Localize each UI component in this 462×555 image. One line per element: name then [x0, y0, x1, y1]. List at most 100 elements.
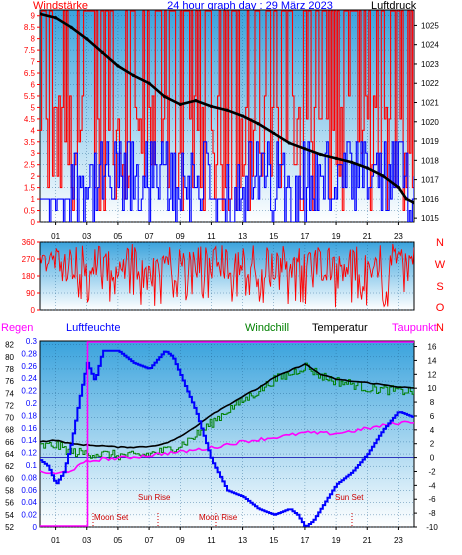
- x-tick-label: 05: [113, 232, 122, 241]
- pressure-tick-label: 1016: [421, 195, 439, 204]
- rain-tick-label: 0.24: [21, 374, 37, 383]
- temperature-axis: -10 -8 -6 -4 -2 0 2 4 6 8 10 12 14 16: [414, 343, 438, 532]
- temperature-tick-label: -10: [426, 523, 438, 532]
- x-tick-label: 07: [145, 536, 154, 545]
- wind-tick-label: 3.5: [24, 138, 36, 147]
- pressure-series: [40, 12, 414, 205]
- pressure-line: [40, 12, 414, 204]
- pressure-point: [272, 131, 276, 135]
- temperature-tick-label: -2: [428, 467, 436, 476]
- sun-rise-label: Sun Rise: [138, 493, 171, 502]
- x-tick-label: 17: [300, 536, 309, 545]
- rain-accumulation-outline: [40, 341, 414, 527]
- rain-legend-label: Regen: [1, 322, 33, 334]
- x-tick-label: 23: [394, 232, 403, 241]
- humidity-line: [40, 349, 414, 527]
- rain-tick-label: 0.02: [21, 511, 37, 520]
- wind-tick-label: 9: [31, 12, 36, 21]
- humidity-temperature-plot-area: [39, 340, 415, 528]
- temperature-tick-label: 12: [428, 370, 437, 379]
- humidity-tick-label: 78: [5, 365, 14, 374]
- pressure-point: [318, 152, 323, 157]
- pressure-point: [147, 81, 151, 85]
- pressure-point: [40, 12, 42, 16]
- pressure-point: [412, 201, 414, 205]
- x-tick-label: 15: [269, 232, 278, 241]
- pressure-tick-label: 1025: [421, 21, 439, 30]
- wind-direction-series: [40, 243, 414, 308]
- x-tick-label: 21: [363, 536, 372, 545]
- wind-direction-axis: 0 90 180 270 360: [22, 238, 40, 315]
- wind-tick-label: 1.5: [24, 184, 36, 193]
- wind-tick-label: 2.5: [24, 161, 36, 170]
- humidity-tick-label: 64: [5, 450, 14, 459]
- humidity-tick-label: 74: [5, 389, 14, 398]
- pressure-point: [396, 185, 400, 189]
- humidity-tick-label: 76: [5, 377, 14, 386]
- pressure-tick-label: 1015: [421, 214, 439, 223]
- x-tick-label: 13: [238, 232, 247, 241]
- wind-tick-label: 5: [31, 103, 36, 112]
- pressure-point: [85, 37, 89, 41]
- rain-tick-label: 0.1: [26, 461, 38, 470]
- wind-direction-trace: [40, 243, 414, 308]
- temperature-tick-label: 8: [430, 398, 435, 407]
- wind-tick-label: 0: [31, 218, 36, 227]
- wind-tick-label: 6: [31, 80, 36, 89]
- rain-tick-label: 0.2: [26, 399, 38, 408]
- humidity-tick-label: 80: [5, 353, 14, 362]
- rain-axis: 0 0.02 0.04 0.06 0.08 0.1 0.12 0.14 0.16 0.18 0.2 0…: [21, 337, 37, 532]
- pressure-point: [100, 50, 104, 55]
- windchill-line: [40, 362, 414, 461]
- direction-tick-label: 0: [31, 306, 36, 315]
- rain-accumulation-line: [40, 341, 414, 527]
- compass-letter: N: [436, 322, 444, 334]
- wind-tick-label: 1: [31, 195, 36, 204]
- x-tick-label: 09: [176, 232, 185, 241]
- rain-tick-label: 0.18: [21, 411, 37, 420]
- humidity-temperature-series: [40, 349, 414, 527]
- pressure-point: [69, 25, 73, 29]
- temperature-tick-label: 14: [428, 356, 437, 365]
- rain-tick-label: 0.06: [21, 486, 37, 495]
- rain-tick-label: 0.08: [21, 473, 37, 482]
- wind-tick-label: 6.5: [24, 69, 36, 78]
- wind-tick-label: 8: [31, 35, 36, 44]
- wind-pressure-x-axis: 01 03 05 07 09 11 13 15 17 19 21 23: [51, 222, 403, 241]
- x-tick-label: 15: [269, 536, 278, 545]
- humidity-tick-label: 70: [5, 414, 14, 423]
- temperature-tick-label: 16: [428, 343, 437, 352]
- temperature-tick-label: -8: [428, 509, 436, 518]
- direction-tick-label: 360: [22, 238, 36, 247]
- pressure-point: [350, 160, 354, 164]
- wind-tick-label: 7: [31, 58, 36, 67]
- temperature-line: [40, 362, 414, 449]
- compass-letter: W: [435, 259, 446, 271]
- rain-tick-label: 0.12: [21, 449, 37, 458]
- humidity-tick-label: 72: [5, 401, 14, 410]
- x-tick-label: 11: [207, 536, 216, 545]
- compass-letter: S: [436, 281, 443, 293]
- pressure-axis: 1015 1016 1017 1018 1019 1020 1021 1022 1023 1024…: [414, 21, 439, 223]
- direction-tick-label: 90: [26, 289, 35, 298]
- pressure-point: [163, 95, 167, 99]
- pressure-point: [131, 73, 136, 78]
- pressure-point: [225, 108, 229, 112]
- pressure-label: Luftdruck: [371, 0, 417, 12]
- pressure-point: [178, 102, 182, 106]
- pressure-point: [116, 64, 120, 68]
- moon-set-label: Moon Set: [94, 513, 129, 522]
- compass-letter: N: [436, 237, 444, 249]
- rain-tick-label: 0.26: [21, 362, 37, 371]
- rain-tick-label: 0.14: [21, 436, 37, 445]
- humidity-tick-label: 52: [5, 523, 14, 532]
- wind-strength-axis: 0 0.5 1 1.5 2 2.5 3 3.5 4 4.5 5 5.5 6 6.5 7 7.5 8 8.5 9: [24, 12, 40, 227]
- pressure-tick-label: 1020: [421, 118, 439, 127]
- pressure-point: [209, 104, 213, 108]
- x-tick-label: 03: [82, 536, 91, 545]
- humidity-axis: 52 54 56 58 60 62 64 66 68 70 72 74 76 78 80 82: [5, 341, 14, 532]
- pressure-point: [241, 114, 245, 118]
- temperature-tick-label: 4: [430, 426, 435, 435]
